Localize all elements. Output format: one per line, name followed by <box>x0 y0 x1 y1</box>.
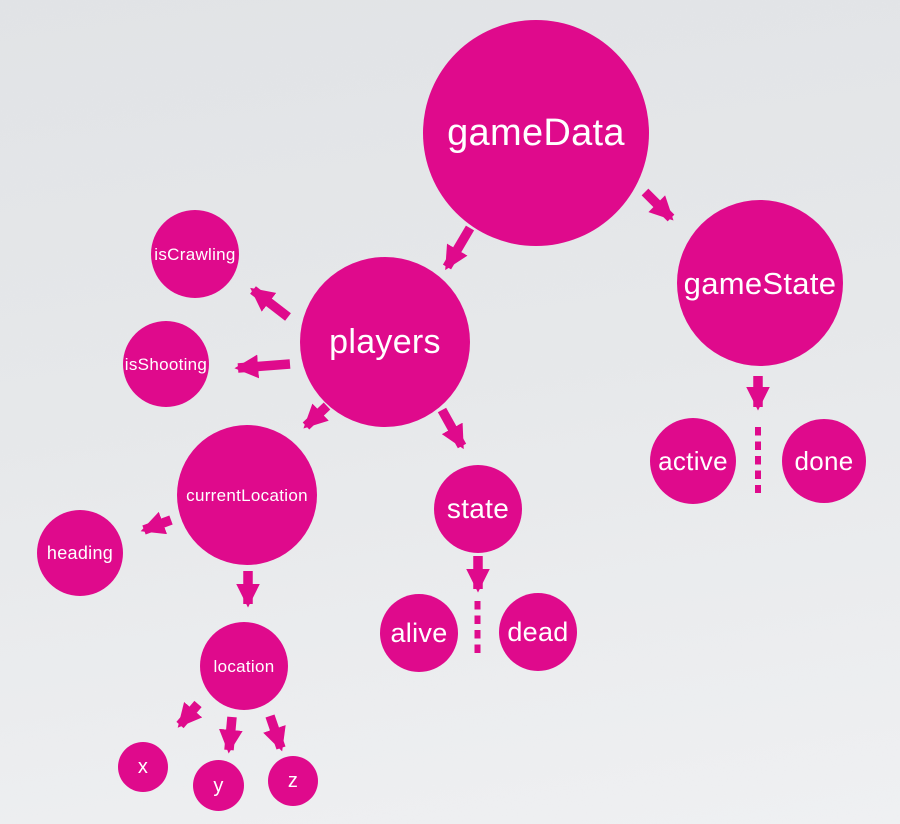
node-isshooting: isShooting <box>123 321 209 407</box>
node-label-location: location <box>213 656 275 676</box>
edge-players-state-arrow <box>437 407 467 450</box>
node-active: active <box>650 418 736 504</box>
node-iscrawling: isCrawling <box>151 210 239 298</box>
node-label-isshooting: isShooting <box>124 354 208 374</box>
edge-location-x-arrow <box>176 700 203 729</box>
node-label-state: state <box>446 493 510 524</box>
node-state: state <box>434 465 522 553</box>
edge-currentlocation-heading-arrow <box>140 511 173 535</box>
node-label-y: y <box>213 774 224 797</box>
node-x: x <box>118 742 168 792</box>
node-z: z <box>268 756 318 806</box>
edge-gamedata-players-arrow <box>442 225 475 271</box>
node-location: location <box>200 622 288 710</box>
node-gamedata: gameData <box>423 20 649 246</box>
edge-players-isshooting-arrow <box>234 354 291 379</box>
node-label-z: z <box>287 770 299 792</box>
node-currentlocation: currentLocation <box>177 425 317 565</box>
node-label-heading: heading <box>46 543 114 563</box>
node-done: done <box>782 419 866 503</box>
node-dead: dead <box>499 593 577 671</box>
edge-players-iscrawling-arrow <box>250 286 291 321</box>
node-heading: heading <box>37 510 123 596</box>
node-y: y <box>193 760 244 811</box>
node-label-iscrawling: isCrawling <box>154 244 236 264</box>
node-label-done: done <box>794 446 854 476</box>
node-label-currentlocation: currentLocation <box>186 485 308 505</box>
node-alive: alive <box>380 594 458 672</box>
node-label-dead: dead <box>507 616 569 647</box>
node-label-x: x <box>137 756 149 778</box>
node-label-players: players <box>329 323 441 361</box>
node-players: players <box>300 257 470 427</box>
edge-location-z-arrow <box>263 714 286 752</box>
node-label-gamestate: gameState <box>683 265 837 301</box>
node-label-gamedata: gameData <box>447 112 625 154</box>
edge-players-currentlocation-arrow <box>302 402 331 430</box>
edge-location-y-arrow <box>219 716 243 754</box>
node-label-active: active <box>658 446 728 476</box>
node-gamestate: gameState <box>677 200 843 366</box>
node-label-alive: alive <box>390 617 448 648</box>
edge-gamedata-gamestate-arrow <box>641 188 675 222</box>
